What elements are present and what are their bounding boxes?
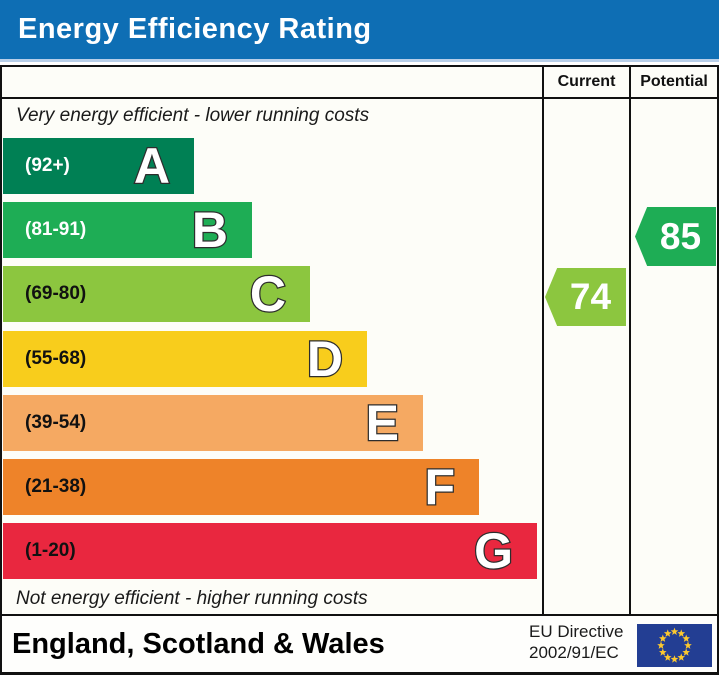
band-letter: A: [133, 137, 172, 196]
page-title: Energy Efficiency Rating: [18, 13, 372, 45]
left-border: [0, 65, 2, 675]
band-range-label: (69-80): [25, 283, 87, 304]
band-range-label: (81-91): [25, 219, 87, 240]
footer-bottom-border: [0, 672, 719, 675]
epc-band-f: (21-38) F: [3, 458, 479, 517]
header-row-divider: [0, 97, 719, 99]
title-bar: Energy Efficiency Rating: [0, 0, 719, 62]
band-range-label: (92+): [25, 155, 70, 176]
eu-directive-label: EU Directive 2002/91/EC: [529, 621, 623, 663]
current-rating-arrow: 74: [545, 268, 626, 326]
top-annotation: Very energy efficient - lower running co…: [16, 105, 370, 126]
epc-band-d: (55-68) D: [3, 330, 367, 389]
epc-band-e: (39-54) E: [3, 394, 423, 453]
band-letter: B: [191, 201, 230, 260]
band-range-label: (21-38): [25, 476, 87, 497]
band-range-label: (55-68): [25, 348, 87, 369]
eu-directive-line1: EU Directive: [529, 622, 624, 641]
table-bottom-border: [0, 614, 719, 616]
band-letter: C: [249, 265, 288, 324]
epc-band-a: (92+) A: [3, 137, 194, 196]
bottom-annotation: Not energy efficient - higher running co…: [16, 588, 368, 609]
epc-band-b: (81-91) B: [3, 201, 252, 260]
band-range-label: (1-20): [25, 540, 76, 561]
current-rating-value: 74: [569, 276, 612, 317]
eu-directive-line2: 2002/91/EC: [529, 643, 619, 662]
band-letter: G: [473, 522, 514, 581]
potential-column-header: Potential: [640, 73, 708, 90]
epc-band-g: (1-20) G: [3, 522, 537, 581]
band-range-label: (39-54): [25, 412, 87, 433]
current-column-header: Current: [557, 73, 616, 90]
band-letter: D: [306, 330, 345, 389]
band-letter: E: [364, 394, 400, 453]
region-label: England, Scotland & Wales: [12, 627, 385, 660]
epc-band-c: (69-80) C: [3, 265, 310, 324]
eu-flag-icon: [637, 624, 712, 667]
footer-background: [0, 616, 719, 675]
band-letter: F: [423, 458, 456, 517]
potential-rating-value: 85: [659, 215, 702, 257]
potential-column-divider: [629, 65, 631, 616]
right-border: [717, 65, 719, 675]
table-top-border: [0, 65, 719, 67]
potential-rating-arrow: 85: [635, 207, 716, 266]
current-column-divider: [542, 65, 544, 616]
